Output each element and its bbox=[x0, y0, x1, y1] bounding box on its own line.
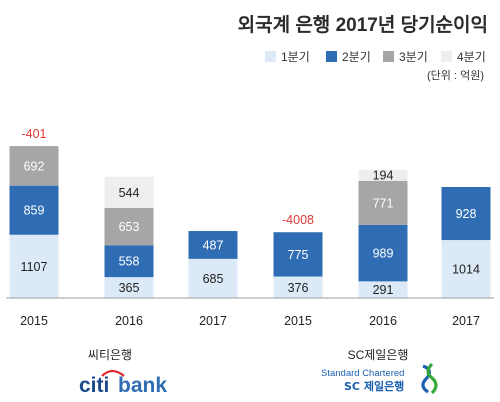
bar-4분기-1 bbox=[104, 176, 154, 208]
sc-jeil-logo-en: Standard Chartered bbox=[321, 368, 404, 379]
bar-4분기-4 bbox=[358, 169, 408, 181]
bank-groups: 씨티은행 SC제일은행 bbox=[88, 347, 409, 362]
bar-2분기-4 bbox=[358, 224, 408, 282]
sc-jeil-logo-ko: SC 제일은행 bbox=[344, 379, 404, 393]
legend-label-3분기: 3분기 bbox=[399, 50, 428, 64]
value-label-1분기-1: 365 bbox=[119, 281, 140, 295]
x-tick-5: 2017 bbox=[452, 314, 480, 328]
value-label-2분기-2: 487 bbox=[203, 238, 224, 252]
x-tick-3: 2015 bbox=[284, 314, 312, 328]
legend-swatch-2분기 bbox=[326, 51, 337, 62]
bar-2분기-5 bbox=[441, 187, 491, 241]
bar-1분기-4 bbox=[358, 281, 408, 298]
citibank-logo-bank: bank bbox=[118, 374, 167, 397]
x-tick-1: 2016 bbox=[115, 314, 143, 328]
bar-2분기-1 bbox=[104, 245, 154, 278]
bar-2분기-2 bbox=[188, 231, 238, 259]
legend: 1분기 2분기 3분기 4분기 bbox=[265, 50, 486, 64]
x-tick-2: 2017 bbox=[199, 314, 227, 328]
bar-3분기-1 bbox=[104, 207, 154, 246]
bar-2분기-0 bbox=[9, 185, 59, 235]
value-label-3분기-4: 771 bbox=[373, 196, 394, 210]
bank-label-0: 씨티은행 bbox=[88, 347, 132, 362]
x-tick-4: 2016 bbox=[369, 314, 397, 328]
value-label-1분기-5: 1014 bbox=[452, 263, 480, 277]
bar-1분기-0 bbox=[9, 234, 59, 298]
bank-label-1: SC제일은행 bbox=[348, 347, 409, 362]
bar-1분기-3 bbox=[273, 276, 323, 298]
bar-1분기-5 bbox=[441, 240, 491, 298]
citibank-logo: citi bank bbox=[79, 369, 167, 397]
legend-label-1분기: 1분기 bbox=[281, 50, 310, 64]
bar-3분기-4 bbox=[358, 180, 408, 225]
sc-jeil-logo-mark-green bbox=[426, 362, 438, 395]
value-label-2분기-5: 928 bbox=[456, 207, 477, 221]
value-label-4분기-1: 544 bbox=[119, 186, 140, 200]
bar-3분기-0 bbox=[9, 146, 59, 186]
bar-1분기-1 bbox=[104, 277, 154, 298]
legend-swatch-3분기 bbox=[383, 51, 394, 62]
legend-label-4분기: 4분기 bbox=[457, 50, 486, 64]
value-label-2분기-0: 859 bbox=[24, 204, 45, 218]
value-label-4분기-0: -401 bbox=[21, 127, 46, 141]
citibank-logo-citi: citi bbox=[79, 374, 109, 397]
value-label-2분기-1: 558 bbox=[119, 255, 140, 269]
bars: 1107 859 692 -401 365 558 653 544 685 487 376 775 -4… bbox=[9, 127, 491, 298]
value-label-4분기-3: -4008 bbox=[282, 213, 314, 227]
value-label-3분기-0: 692 bbox=[24, 159, 45, 173]
bar-1분기-2 bbox=[188, 258, 238, 298]
value-label-4분기-4: 194 bbox=[373, 169, 394, 183]
x-tick-labels: 2015 2016 2017 2015 2016 2017 bbox=[20, 314, 480, 328]
value-label-3분기-1: 653 bbox=[119, 220, 140, 234]
citibank-logo-arc bbox=[101, 369, 125, 377]
x-tick-0: 2015 bbox=[20, 314, 48, 328]
value-label-2분기-4: 989 bbox=[373, 247, 394, 261]
legend-label-2분기: 2분기 bbox=[342, 50, 371, 64]
legend-swatch-4분기 bbox=[441, 51, 452, 62]
value-label-1분기-2: 685 bbox=[203, 272, 224, 286]
bar-2분기-3 bbox=[273, 232, 323, 277]
value-label-1분기-3: 376 bbox=[288, 281, 309, 295]
unit-note: (단위 : 억원) bbox=[427, 69, 484, 82]
chart-title: 외국계 은행 2017년 당기순이익 bbox=[238, 14, 488, 36]
value-label-2분기-3: 775 bbox=[288, 248, 309, 262]
sc-jeil-logo: Standard Chartered SC 제일은행 bbox=[321, 362, 438, 395]
value-label-1분기-4: 291 bbox=[373, 283, 394, 297]
value-label-1분기-0: 1107 bbox=[21, 260, 48, 274]
legend-swatch-1분기 bbox=[265, 51, 276, 62]
